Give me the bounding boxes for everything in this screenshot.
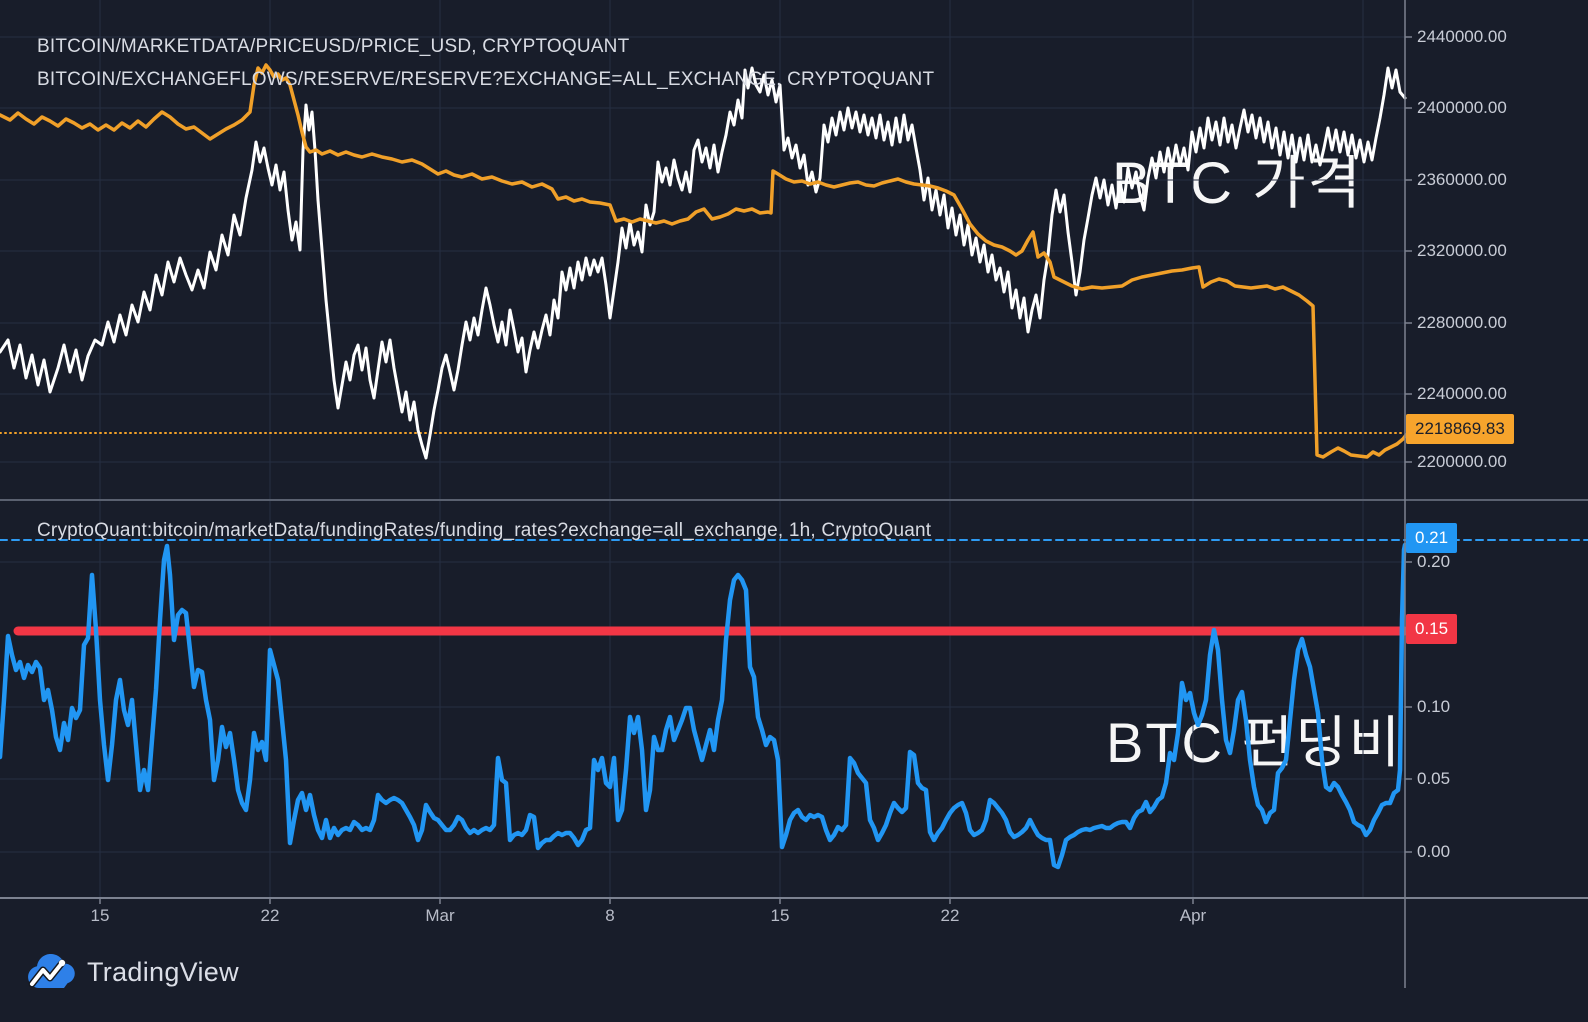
x-axis-label: 8 — [605, 906, 615, 925]
tradingview-logo[interactable]: TradingView — [26, 950, 239, 994]
y-axis-label: 0.00 — [1417, 842, 1451, 861]
y-axis-label: 2400000.00 — [1417, 98, 1507, 117]
time-scale[interactable] — [0, 899, 1588, 944]
legend-price-source[interactable]: BITCOIN/MARKETDATA/PRICEUSD/PRICE_USD, C… — [37, 36, 630, 57]
reserve-last-value-badge: 2218869.83 — [1406, 414, 1514, 444]
funding-rate-line — [0, 542, 1408, 870]
y-axis-label: 2360000.00 — [1417, 170, 1507, 189]
btc-price-line — [0, 66, 1407, 460]
funding-current-value-badge: 0.21 — [1406, 523, 1458, 553]
y-axis-label: 2200000.00 — [1417, 452, 1507, 471]
y-axis-label: 2280000.00 — [1417, 313, 1507, 332]
tradingview-cloud-icon — [28, 953, 75, 988]
x-axis-label: 15 — [770, 906, 790, 925]
x-axis-label: Mar — [425, 906, 455, 925]
y-axis-label: 2440000.00 — [1417, 27, 1507, 46]
funding-panel-watermark: BTC 펀딩비 — [1106, 711, 1403, 774]
y-axis-label: 2240000.00 — [1417, 384, 1507, 403]
price-scale[interactable] — [1406, 0, 1588, 898]
legend-reserve-source[interactable]: BITCOIN/EXCHANGEFLOWS/RESERVE/RESERVE?EX… — [37, 69, 935, 90]
y-axis-label: 2320000.00 — [1417, 241, 1507, 260]
tradingview-logo-text: TradingView — [87, 956, 239, 987]
x-axis-label: Apr — [1179, 906, 1207, 925]
exchange-reserve-line — [0, 63, 1408, 459]
y-axis-label: 0.10 — [1417, 697, 1451, 716]
x-axis-label: 22 — [940, 906, 960, 925]
x-axis-label: 15 — [90, 906, 110, 925]
funding-alert-level-badge: 0.15 — [1406, 614, 1458, 644]
y-axis-label: 0.05 — [1417, 769, 1451, 788]
legend-funding-source[interactable]: CryptoQuant:bitcoin/marketData/fundingRa… — [37, 520, 932, 541]
x-axis-label: 22 — [260, 906, 280, 925]
y-axis-label: 0.20 — [1417, 552, 1451, 571]
